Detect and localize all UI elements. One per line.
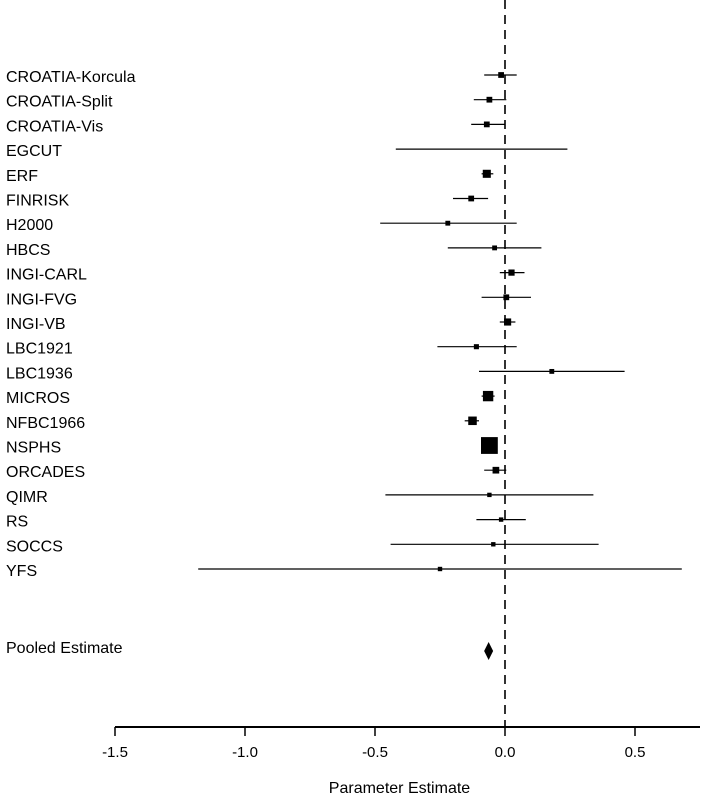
estimate-marker — [468, 416, 477, 426]
x-tick-label: 0.5 — [625, 744, 646, 761]
point-estimates — [437, 72, 555, 572]
x-tick-label: 0.0 — [495, 744, 516, 761]
estimate-marker — [549, 368, 555, 374]
study-label: INGI-VB — [6, 316, 66, 333]
estimate-marker — [503, 294, 510, 301]
study-label: NSPHS — [6, 440, 61, 457]
estimate-marker — [492, 245, 498, 251]
study-label: MICROS — [6, 390, 70, 407]
study-label: RS — [6, 514, 28, 531]
estimate-marker — [473, 344, 479, 350]
study-label: CROATIA-Korcula — [6, 69, 136, 86]
estimate-marker — [492, 466, 500, 474]
study-label: HBCS — [6, 242, 50, 259]
pooled-estimate-group: Pooled Estimate — [6, 640, 494, 660]
estimate-marker — [504, 318, 512, 326]
study-label: LBC1936 — [6, 365, 73, 382]
study-label: SOCCS — [6, 538, 63, 555]
x-tick-label: -0.5 — [362, 744, 388, 761]
study-label: INGI-CARL — [6, 267, 87, 284]
estimate-marker — [445, 220, 451, 226]
estimate-marker — [483, 121, 490, 128]
x-tick-label: -1.5 — [102, 744, 128, 761]
estimate-marker — [482, 169, 491, 178]
study-label: H2000 — [6, 217, 53, 234]
estimate-marker — [498, 517, 504, 522]
estimate-marker — [482, 390, 494, 402]
study-label: INGI-FVG — [6, 291, 77, 308]
pooled-label: Pooled Estimate — [6, 640, 123, 657]
study-label: ERF — [6, 168, 38, 185]
study-label: EGCUT — [6, 143, 62, 160]
study-label: CROATIA-Split — [6, 94, 113, 111]
study-label: CROATIA-Vis — [6, 118, 103, 135]
estimate-marker — [437, 566, 443, 572]
study-label: LBC1921 — [6, 341, 73, 358]
x-axis-title: Parameter Estimate — [329, 780, 470, 797]
study-label: ORCADES — [6, 464, 85, 481]
study-label: NFBC1966 — [6, 415, 85, 432]
pooled-diamond — [484, 642, 494, 660]
study-label: QIMR — [6, 489, 48, 506]
study-labels: CROATIA-Korcula CROATIA-Split CROATIA-Vis E… — [6, 69, 136, 580]
estimate-marker — [498, 72, 504, 78]
study-label: YFS — [6, 563, 37, 580]
estimate-marker — [486, 96, 493, 103]
estimate-marker — [508, 269, 515, 276]
x-axis: -1.5 -1.0 -0.5 0.0 0.5 — [102, 726, 700, 761]
estimate-marker — [487, 492, 492, 498]
estimate-marker — [468, 195, 475, 202]
study-label: FINRISK — [6, 193, 69, 210]
estimate-marker — [491, 542, 496, 547]
x-tick-label: -1.0 — [232, 744, 258, 761]
confidence-intervals — [198, 74, 682, 570]
estimate-marker — [481, 437, 498, 454]
